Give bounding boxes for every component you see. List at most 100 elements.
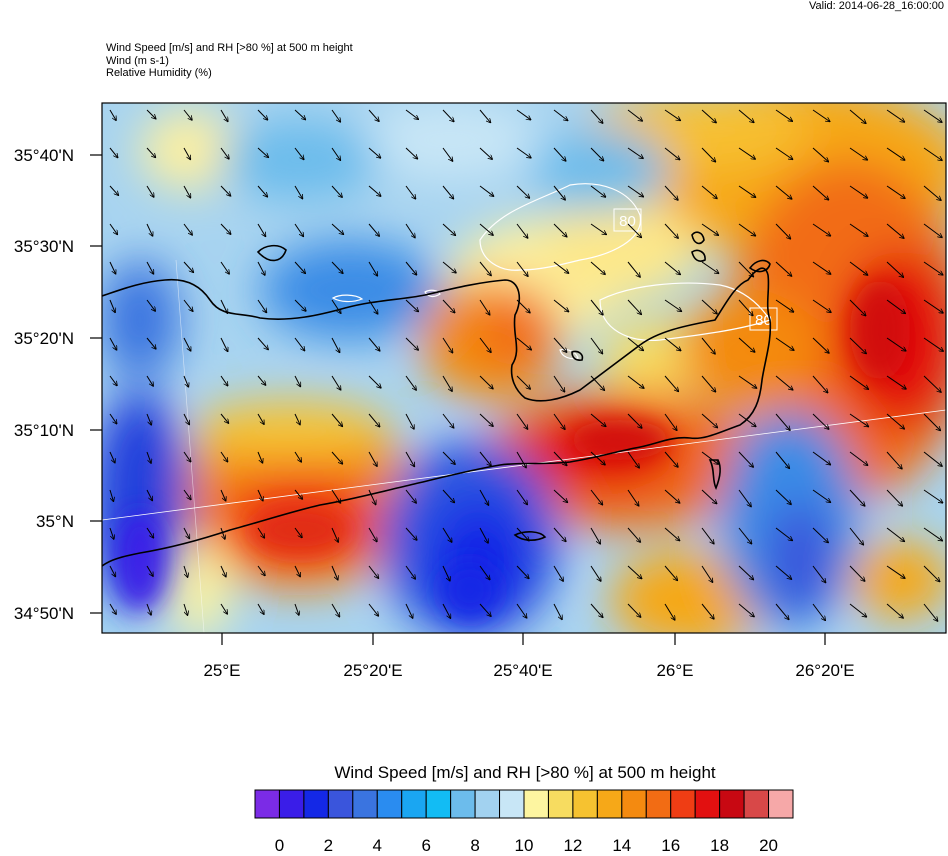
wind-arrow — [664, 337, 681, 351]
wind-arrow — [738, 375, 757, 388]
colorbar-swatch — [474, 789, 501, 819]
colorbar-swatch — [768, 789, 794, 819]
wind-arrow — [331, 109, 341, 122]
wind-arrow — [479, 451, 491, 466]
wind-arrow — [701, 451, 718, 464]
wind-arrow — [516, 603, 527, 618]
wind-arrow — [294, 451, 301, 462]
wind-arrow — [849, 451, 868, 465]
wind-arrow — [849, 375, 869, 389]
wind-arrow — [442, 147, 453, 161]
lon-ticks — [221, 633, 826, 645]
wind-arrow — [294, 527, 302, 538]
wind-arrow — [701, 413, 718, 428]
wind-arrow — [553, 337, 567, 352]
wind-arrow — [405, 109, 419, 119]
wind-arrow — [590, 337, 603, 354]
wind-arrow — [146, 565, 153, 576]
wind-arrow — [923, 413, 941, 431]
wind-arrow — [257, 489, 263, 501]
wind-arrow — [627, 299, 641, 315]
wind-arrow — [590, 261, 605, 275]
wind-arrow — [442, 337, 453, 353]
wind-arrow — [664, 223, 678, 238]
wind-arrow — [405, 375, 416, 390]
wind-arrow — [442, 451, 455, 464]
wind-arrow — [294, 565, 300, 577]
wind-arrow — [886, 413, 904, 429]
colorbar-swatch — [352, 789, 378, 819]
wind-arrow — [775, 185, 792, 199]
wind-arrow — [886, 489, 903, 506]
wind-arrow — [664, 565, 678, 581]
wind-arrow — [812, 223, 831, 236]
wind-arrow — [220, 185, 231, 196]
wind-arrow — [183, 261, 194, 273]
wind-arrow — [331, 375, 341, 390]
lat-label-3: 35°20'N — [14, 329, 74, 348]
lon-label-2: 25°20'E — [343, 661, 402, 680]
wind-arrow — [553, 489, 568, 503]
wind-arrow — [109, 147, 118, 158]
wind-arrow — [146, 261, 154, 274]
wind-arrow — [516, 413, 528, 429]
wind-arrow — [701, 147, 716, 162]
colorbar-swatch — [401, 789, 427, 819]
colorbar-swatch — [425, 789, 452, 819]
wind-arrow — [220, 109, 228, 122]
rh-label-box-2 — [749, 307, 778, 331]
wind-arrow — [738, 413, 756, 427]
wind-arrow — [479, 527, 488, 543]
wind-arrow — [701, 185, 717, 199]
wind-arrow — [405, 223, 415, 238]
wind-arrow — [590, 413, 606, 427]
wind-arrow — [923, 185, 941, 200]
wind-arrow — [849, 261, 868, 275]
wind-arrow — [627, 337, 644, 351]
wind-arrow — [368, 489, 376, 505]
wind-arrow — [479, 375, 493, 389]
wind-arrow — [812, 603, 825, 621]
wind-arrow — [331, 527, 338, 542]
wind-arrow — [516, 337, 531, 350]
colorbar-tick-label: 0 — [274, 836, 285, 855]
wind-arrow — [220, 223, 231, 234]
wind-arrow — [479, 261, 491, 276]
wind-arrow — [257, 603, 264, 614]
wind-arrow — [109, 489, 114, 502]
colorbar-title: Wind Speed [m/s] and RH [>80 %] at 500 m… — [334, 763, 716, 782]
wind-arrow — [368, 451, 377, 466]
wind-arrow — [812, 565, 826, 583]
wind-arrow — [294, 299, 306, 311]
wind-arrow — [516, 147, 531, 158]
wind-arrow — [405, 185, 416, 199]
wind-arrow — [812, 375, 828, 393]
wind-arrow — [738, 185, 756, 197]
wind-arrow — [738, 451, 753, 467]
wind-arrow — [516, 375, 530, 389]
lat-label-2: 35°30'N — [14, 237, 74, 256]
plot-frame — [101, 102, 947, 634]
colorbar-swatch — [499, 789, 525, 819]
wind-arrow — [923, 489, 943, 503]
wind-arrow — [849, 337, 866, 354]
wind-arrow — [590, 565, 601, 581]
colorbar-swatch — [278, 789, 305, 819]
wind-arrow — [701, 109, 716, 123]
wind-arrow — [183, 337, 191, 351]
wind-arrow — [405, 299, 419, 312]
wind-arrow — [294, 603, 299, 615]
wind-arrow — [257, 109, 268, 120]
wind-arrow — [331, 185, 342, 197]
wind-arrow — [701, 299, 717, 314]
wind-arrow — [553, 223, 567, 237]
wind-arrow — [553, 451, 567, 466]
wind-arrow — [183, 603, 188, 615]
wind-arrow — [849, 109, 866, 124]
colorbar-tick-label: 12 — [563, 836, 583, 855]
wind-arrow — [590, 185, 606, 197]
colorbar-tick-label: 6 — [421, 836, 431, 855]
wind-arrow — [775, 451, 790, 469]
wind-arrow — [368, 337, 380, 351]
colorbar-tick-label: 14 — [612, 836, 632, 855]
